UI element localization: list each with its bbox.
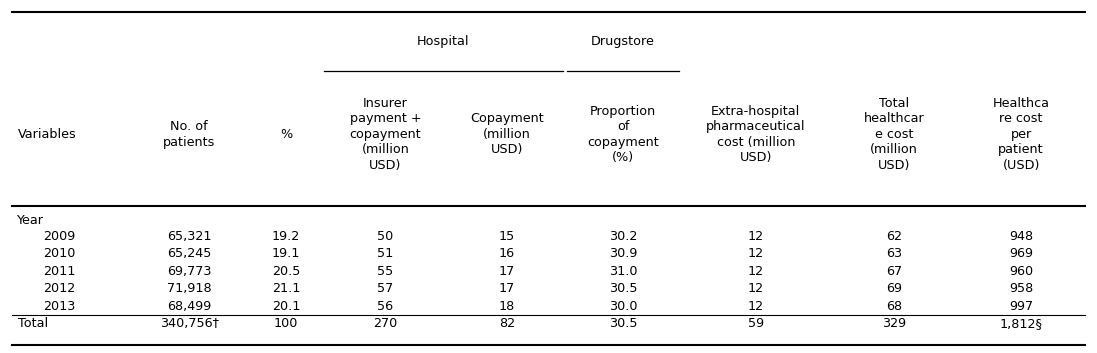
Text: Hospital: Hospital — [417, 35, 470, 48]
Text: 2011: 2011 — [43, 264, 76, 277]
Text: 59: 59 — [748, 317, 764, 330]
Text: 82: 82 — [499, 317, 516, 330]
Text: 51: 51 — [377, 247, 394, 260]
Text: 960: 960 — [1009, 264, 1033, 277]
Text: 30.5: 30.5 — [609, 317, 637, 330]
Text: 958: 958 — [1009, 282, 1033, 295]
Text: Drugstore: Drugstore — [591, 35, 655, 48]
Text: 948: 948 — [1009, 229, 1033, 243]
Text: 63: 63 — [886, 247, 902, 260]
Text: Year: Year — [15, 214, 43, 227]
Text: 997: 997 — [1009, 300, 1033, 313]
Text: 2009: 2009 — [43, 229, 76, 243]
Text: %: % — [280, 128, 292, 141]
Text: 969: 969 — [1009, 247, 1033, 260]
Text: 15: 15 — [499, 229, 516, 243]
Text: 20.5: 20.5 — [272, 264, 301, 277]
Text: 31.0: 31.0 — [609, 264, 637, 277]
Text: 21.1: 21.1 — [272, 282, 301, 295]
Text: 30.2: 30.2 — [609, 229, 637, 243]
Text: 65,245: 65,245 — [167, 247, 212, 260]
Text: 69: 69 — [886, 282, 902, 295]
Text: 56: 56 — [377, 300, 394, 313]
Text: 19.1: 19.1 — [272, 247, 301, 260]
Text: 270: 270 — [373, 317, 397, 330]
Text: 17: 17 — [499, 282, 516, 295]
Text: 12: 12 — [748, 247, 764, 260]
Text: 329: 329 — [882, 317, 906, 330]
Text: 20.1: 20.1 — [272, 300, 301, 313]
Text: 12: 12 — [748, 282, 764, 295]
Text: 62: 62 — [886, 229, 902, 243]
Text: 68: 68 — [886, 300, 902, 313]
Text: Variables: Variables — [18, 128, 77, 141]
Text: 340,756†: 340,756† — [160, 317, 218, 330]
Text: 17: 17 — [499, 264, 516, 277]
Text: No. of
patients: No. of patients — [163, 120, 215, 149]
Text: 2012: 2012 — [43, 282, 76, 295]
Text: 57: 57 — [377, 282, 394, 295]
Text: 67: 67 — [886, 264, 902, 277]
Text: Insurer
payment +
copayment
(million
USD): Insurer payment + copayment (million USD… — [350, 97, 421, 172]
Text: Total: Total — [18, 317, 48, 330]
Text: 30.0: 30.0 — [609, 300, 637, 313]
Text: 1,812§: 1,812§ — [999, 317, 1042, 330]
Text: 12: 12 — [748, 229, 764, 243]
Text: 68,499: 68,499 — [167, 300, 212, 313]
Text: 50: 50 — [377, 229, 394, 243]
Text: 16: 16 — [499, 247, 516, 260]
Text: 100: 100 — [274, 317, 298, 330]
Text: 30.9: 30.9 — [609, 247, 637, 260]
Text: Copayment
(million
USD): Copayment (million USD) — [471, 113, 544, 156]
Text: 55: 55 — [377, 264, 394, 277]
Text: Total
healthcar
e cost
(million
USD): Total healthcar e cost (million USD) — [863, 97, 925, 172]
Text: 12: 12 — [748, 264, 764, 277]
Text: 19.2: 19.2 — [272, 229, 301, 243]
Text: Proportion
of
copayment
(%): Proportion of copayment (%) — [587, 105, 659, 164]
Text: Extra-hospital
pharmaceutical
cost (million
USD): Extra-hospital pharmaceutical cost (mill… — [706, 105, 805, 164]
Text: 18: 18 — [499, 300, 516, 313]
Text: 12: 12 — [748, 300, 764, 313]
Text: 65,321: 65,321 — [167, 229, 212, 243]
Text: 30.5: 30.5 — [609, 282, 637, 295]
Text: 71,918: 71,918 — [167, 282, 212, 295]
Text: 2010: 2010 — [43, 247, 76, 260]
Text: 69,773: 69,773 — [167, 264, 212, 277]
Text: Healthca
re cost
per
patient
(USD): Healthca re cost per patient (USD) — [993, 97, 1050, 172]
Text: 2013: 2013 — [43, 300, 76, 313]
